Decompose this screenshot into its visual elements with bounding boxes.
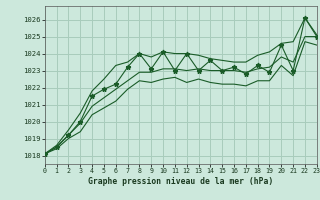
X-axis label: Graphe pression niveau de la mer (hPa): Graphe pression niveau de la mer (hPa) <box>88 177 273 186</box>
